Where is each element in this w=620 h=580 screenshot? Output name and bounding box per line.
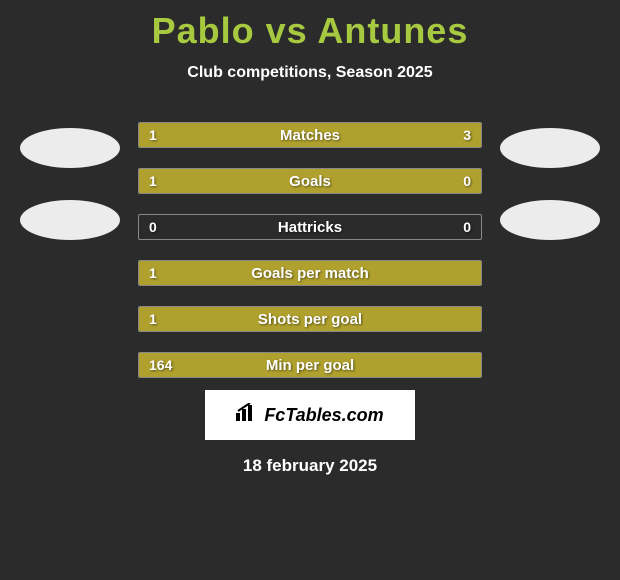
right-team-avatar (500, 200, 600, 240)
logo-text: FcTables.com (264, 405, 383, 426)
left-player-avatar (20, 128, 120, 168)
subtitle: Club competitions, Season 2025 (0, 64, 620, 82)
chart-icon (236, 403, 258, 427)
right-player-avatar (500, 128, 600, 168)
bar-label: Goals per match (139, 261, 481, 285)
page-title: Pablo vs Antunes (0, 0, 620, 52)
stat-bar: 1Goals per match (138, 260, 482, 286)
branding-box: FcTables.com (205, 390, 415, 440)
stat-bar: 1Shots per goal (138, 306, 482, 332)
bar-label: Matches (139, 123, 481, 147)
bar-label: Shots per goal (139, 307, 481, 331)
stat-bar: 164Min per goal (138, 352, 482, 378)
bar-label: Min per goal (139, 353, 481, 377)
left-avatar-column (20, 122, 120, 240)
comparison-bars: 13Matches 10Goals 00Hattricks 1Goals per ma… (138, 122, 482, 378)
left-team-avatar (20, 200, 120, 240)
date-label: 18 february 2025 (0, 456, 620, 476)
stat-bar: 13Matches (138, 122, 482, 148)
bar-label: Goals (139, 169, 481, 193)
bar-label: Hattricks (139, 215, 481, 239)
stat-bar: 00Hattricks (138, 214, 482, 240)
right-avatar-column (500, 122, 600, 240)
comparison-content: 13Matches 10Goals 00Hattricks 1Goals per ma… (0, 122, 620, 378)
stat-bar: 10Goals (138, 168, 482, 194)
